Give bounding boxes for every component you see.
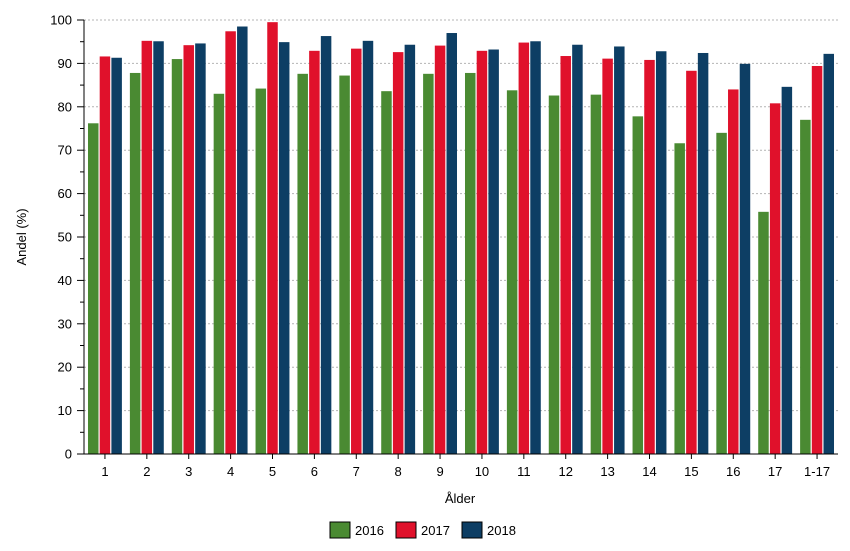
bar-2016-12 <box>548 95 560 455</box>
x-tick-label: 15 <box>684 464 698 479</box>
bar-2018-12 <box>572 44 583 454</box>
y-tick-label: 20 <box>58 360 72 375</box>
y-tick-label: 80 <box>58 99 72 114</box>
bar-2018-13 <box>614 46 625 454</box>
bar-2018-17 <box>781 86 793 454</box>
bar-2016-15 <box>674 143 685 455</box>
bar-2016-13 <box>590 94 602 454</box>
y-tick-label: 30 <box>58 316 72 331</box>
y-tick-label: 100 <box>50 13 72 28</box>
x-tick-label: 1-17 <box>804 464 830 479</box>
x-tick-label: 11 <box>517 464 531 479</box>
bar-2018-1-17 <box>823 53 835 455</box>
legend-swatch-2016 <box>329 521 351 539</box>
bar-2016-1-17 <box>800 119 811 454</box>
bar-2017-8 <box>392 52 404 455</box>
bar-2017-14 <box>644 59 655 454</box>
y-tick-label: 90 <box>58 56 72 71</box>
bar-2018-3 <box>195 43 206 454</box>
bar-2017-4 <box>225 31 236 455</box>
x-tick-label: 2 <box>143 464 150 479</box>
x-tick-label: 3 <box>185 464 192 479</box>
bar-2016-7 <box>339 75 350 454</box>
x-tick-label: 1 <box>101 464 108 479</box>
y-tick-label: 70 <box>58 143 72 158</box>
bar-2017-1-17 <box>811 66 823 454</box>
bar-2017-11 <box>518 42 530 455</box>
bar-2016-6 <box>297 73 308 454</box>
x-tick-label: 13 <box>600 464 614 479</box>
bar-2016-17 <box>758 211 769 454</box>
bar-2016-4 <box>213 93 225 454</box>
y-tick-label: 0 <box>65 447 72 462</box>
bar-2018-9 <box>446 33 458 455</box>
bar-2016-8 <box>381 91 392 455</box>
x-tick-label: 10 <box>475 464 489 479</box>
x-tick-label: 12 <box>558 464 572 479</box>
bar-2018-6 <box>320 36 332 455</box>
bar-2017-13 <box>602 58 613 454</box>
x-tick-label: 6 <box>311 464 318 479</box>
bar-2018-5 <box>278 42 290 454</box>
x-tick-label: 14 <box>642 464 656 479</box>
legend-swatch-2017 <box>395 521 417 539</box>
x-tick-label: 8 <box>395 464 402 479</box>
bar-2017-1 <box>99 56 111 455</box>
axes: 1 2 3 4 5 6 7 8 9 10 11 12 13 14 15 16 17 1-1701020304050… <box>50 13 838 479</box>
bar-2017-9 <box>434 45 446 455</box>
bar-2016-14 <box>632 116 644 455</box>
bar-2017-7 <box>351 48 362 454</box>
bar-2017-2 <box>141 40 153 454</box>
bar-2016-3 <box>171 59 183 455</box>
y-axis-title: Andel (%) <box>14 208 29 265</box>
bar-2016-1 <box>87 123 99 455</box>
legend-label-2017: 2017 <box>421 523 450 538</box>
bar-2017-5 <box>267 22 278 454</box>
x-tick-label: 9 <box>436 464 443 479</box>
bars <box>87 22 835 455</box>
y-tick-label: 60 <box>58 186 72 201</box>
bar-2017-6 <box>309 50 320 455</box>
legend-swatch-2018 <box>461 521 483 539</box>
bar-2016-2 <box>129 72 141 454</box>
bar-2017-15 <box>686 70 697 454</box>
bar-2016-9 <box>423 73 434 454</box>
legend-label-2016: 2016 <box>355 523 384 538</box>
bar-2018-11 <box>530 41 541 455</box>
x-tick-label: 5 <box>269 464 276 479</box>
bar-2018-14 <box>655 51 667 455</box>
bar-2018-10 <box>488 49 499 455</box>
bar-2017-16 <box>728 89 739 454</box>
bar-2018-2 <box>153 41 164 455</box>
y-tick-label: 50 <box>58 230 72 245</box>
bar-2017-12 <box>560 56 571 454</box>
legend-label-2018: 2018 <box>487 523 516 538</box>
bar-2017-3 <box>183 45 194 455</box>
bar-2017-10 <box>476 50 488 455</box>
x-tick-label: 16 <box>726 464 740 479</box>
bar-2018-4 <box>237 26 248 454</box>
bar-2018-16 <box>739 63 751 455</box>
bar-2018-7 <box>362 40 374 454</box>
legend: 2016 2017 2018 <box>329 521 516 539</box>
x-tick-label: 7 <box>353 464 360 479</box>
x-axis-title: Ålder <box>445 491 476 506</box>
bar-2016-10 <box>464 72 476 454</box>
bar-2017-17 <box>769 103 781 454</box>
x-tick-label: 4 <box>227 464 234 479</box>
bar-2018-15 <box>697 52 709 454</box>
bar-2018-1 <box>111 57 122 455</box>
y-tick-label: 10 <box>58 403 72 418</box>
bar-2016-11 <box>506 90 518 455</box>
x-tick-label: 17 <box>768 464 782 479</box>
bar-2016-16 <box>716 132 727 454</box>
bar-2018-8 <box>404 44 416 454</box>
y-tick-label: 40 <box>58 273 72 288</box>
bar-2016-5 <box>255 88 267 455</box>
gridlines <box>84 19 838 412</box>
